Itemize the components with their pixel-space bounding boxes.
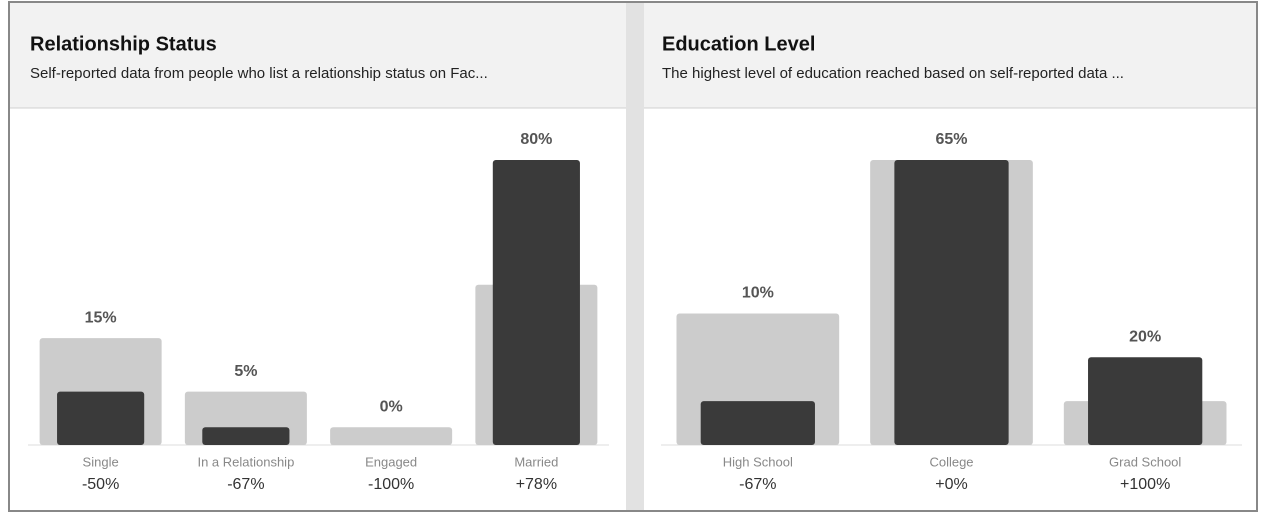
panel-header — [644, 3, 1256, 108]
comparison-bar — [330, 427, 453, 445]
category-label: In a Relationship — [197, 454, 294, 469]
value-label: 5% — [234, 363, 257, 380]
category-label: Married — [514, 454, 558, 469]
change-label: -67% — [227, 476, 264, 493]
panel-title: Education Level — [662, 33, 815, 55]
category-label: Single — [83, 454, 119, 469]
panel-subtitle: The highest level of education reached b… — [662, 65, 1124, 82]
category-label: Grad School — [1109, 454, 1181, 469]
change-label: +0% — [935, 476, 967, 493]
audience-bar — [57, 391, 145, 445]
value-label: 10% — [742, 285, 774, 302]
value-label: 20% — [1129, 329, 1161, 346]
value-label: 0% — [380, 398, 403, 415]
audience-bar — [700, 401, 815, 445]
category-label: College — [929, 454, 973, 469]
category-label: Engaged — [365, 454, 417, 469]
audience-bar — [1088, 357, 1203, 445]
panel-separator — [626, 3, 644, 510]
value-label: 15% — [85, 309, 117, 326]
audience-bar — [894, 160, 1009, 445]
category-label: High School — [723, 454, 793, 469]
change-label: -50% — [82, 476, 119, 493]
change-label: -100% — [368, 476, 414, 493]
change-label: +78% — [516, 476, 557, 493]
panel-subtitle: Self-reported data from people who list … — [30, 65, 488, 82]
value-label: 65% — [935, 131, 967, 148]
audience-bar — [492, 160, 580, 445]
change-label: -67% — [739, 476, 776, 493]
panel-title: Relationship Status — [30, 33, 217, 55]
value-label: 80% — [520, 131, 552, 148]
audience-bar — [202, 427, 290, 445]
panel-header — [10, 3, 626, 108]
change-label: +100% — [1120, 476, 1170, 493]
